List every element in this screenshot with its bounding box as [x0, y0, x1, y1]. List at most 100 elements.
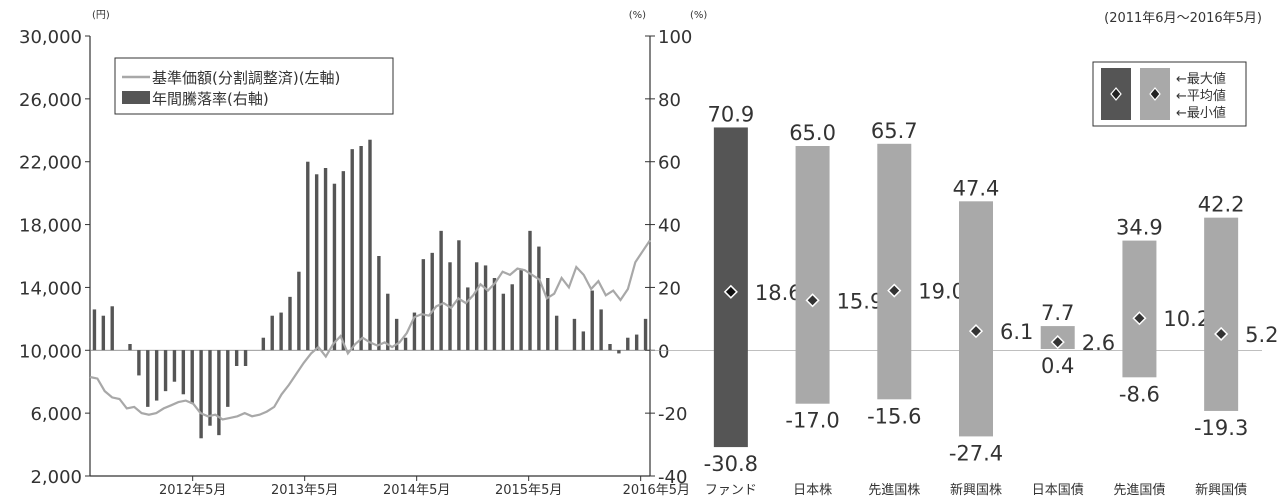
return-bar	[403, 337, 408, 351]
return-bar	[297, 271, 301, 351]
right-legend-label: ←最小値	[1176, 105, 1226, 121]
category-label: 日本国債	[1032, 483, 1084, 498]
left-x-tick-label: 2015年5月	[495, 483, 562, 498]
pct-tick-label: -20	[658, 404, 687, 425]
return-bar	[208, 350, 212, 426]
return-bar	[341, 171, 346, 351]
category-label: 先進国株	[868, 483, 920, 498]
left-x-tick-label: 2016年5月	[623, 483, 690, 498]
return-bar	[261, 337, 266, 351]
return-bar	[270, 315, 274, 351]
left-y-tick-label: 30,000	[19, 27, 82, 48]
return-bar	[572, 318, 577, 351]
return-bar	[217, 350, 221, 436]
return-bar	[634, 334, 639, 351]
mean-value-label: 19.0	[918, 280, 965, 304]
legend-mean-marker	[1149, 87, 1161, 101]
max-value-label: 7.7	[1041, 301, 1074, 325]
category-label: 日本株	[793, 483, 832, 498]
max-value-label: 65.7	[871, 119, 918, 143]
left-x-tick-label: 2013年5月	[271, 483, 338, 498]
mean-marker	[968, 324, 984, 339]
range-bar	[877, 143, 912, 400]
max-value-label: 47.4	[953, 176, 1000, 200]
left-y-tick-label: 26,000	[19, 90, 82, 111]
return-bar	[332, 183, 337, 351]
return-bar	[421, 259, 426, 351]
left-y-tick-label: 6,000	[30, 404, 82, 425]
range-bar	[959, 201, 993, 437]
return-bar	[581, 331, 586, 351]
mean-value-label: 10.2	[1163, 307, 1210, 331]
min-value-label: 0.4	[1041, 354, 1074, 378]
left-y-tick-label: 14,000	[19, 278, 82, 299]
return-bar	[314, 174, 319, 351]
return-bar	[643, 318, 648, 351]
left-y-tick-label: 10,000	[19, 341, 82, 362]
max-value-label: 70.9	[707, 102, 754, 126]
left-y-tick-label: 18,000	[19, 216, 82, 237]
min-value-label: -19.3	[1194, 416, 1248, 440]
return-bar	[172, 350, 177, 382]
right-legend-label: ←最大値	[1176, 71, 1226, 87]
mean-marker	[723, 284, 738, 299]
return-bar	[110, 306, 114, 351]
return-bar	[146, 350, 150, 407]
left-y-tick-label: 22,000	[19, 153, 82, 174]
return-bar	[608, 344, 612, 351]
return-bar	[510, 284, 514, 351]
max-value-label: 34.9	[1116, 216, 1163, 240]
min-value-label: -8.6	[1119, 382, 1160, 406]
return-bar	[599, 309, 603, 351]
pct-tick-label: 100	[658, 27, 692, 48]
mean-marker	[887, 283, 902, 298]
return-bar	[226, 350, 230, 407]
max-value-label: 42.2	[1198, 193, 1245, 217]
left-y-unit: (円)	[92, 10, 110, 21]
return-bar	[323, 168, 328, 351]
legend-mean-marker	[1110, 87, 1122, 101]
return-bar	[617, 350, 621, 354]
return-bar	[137, 350, 141, 376]
return-bar	[546, 278, 550, 351]
return-bar	[386, 293, 390, 351]
return-bar	[306, 161, 310, 351]
left-x-tick-label: 2014年5月	[383, 483, 450, 498]
return-bar	[181, 350, 186, 395]
return-bar	[128, 344, 132, 351]
return-bar	[492, 278, 497, 351]
left-x-tick-label: 2012年5月	[159, 483, 226, 498]
mean-value-label: 5.2	[1245, 323, 1278, 347]
return-bar	[412, 312, 417, 351]
legend-bar-label: 年間騰落率(右軸)	[152, 90, 269, 108]
return-bar	[501, 293, 506, 351]
mean-marker	[1214, 326, 1229, 342]
min-value-label: -30.8	[704, 452, 758, 476]
left-legend-box	[114, 57, 394, 115]
mean-marker	[805, 293, 820, 308]
pct-tick-label: 80	[658, 90, 681, 111]
mean-marker	[1132, 311, 1147, 326]
right-chart-title: (2011年6月～2016年5月)	[1104, 11, 1262, 26]
right-y-unit: (%)	[690, 10, 707, 21]
return-bar	[537, 246, 541, 351]
return-bar	[234, 350, 239, 366]
return-bar	[101, 315, 106, 351]
category-label: ファンド	[705, 483, 757, 498]
return-bar	[626, 337, 630, 351]
pct-tick-label: 0	[658, 341, 669, 362]
return-bar	[368, 139, 372, 351]
range-bar	[1122, 240, 1157, 378]
mean-marker	[1050, 335, 1065, 350]
right-legend-label: ←平均値	[1176, 88, 1226, 104]
return-bar	[163, 350, 168, 392]
category-label: 先進国債	[1113, 483, 1165, 498]
return-bar	[439, 230, 443, 351]
mean-value-label: 18.6	[755, 281, 802, 305]
pct-tick-label: 40	[658, 216, 681, 237]
return-bar	[288, 296, 292, 351]
min-value-label: -15.6	[867, 404, 921, 428]
nav-line	[89, 239, 651, 421]
return-bar	[466, 287, 470, 351]
